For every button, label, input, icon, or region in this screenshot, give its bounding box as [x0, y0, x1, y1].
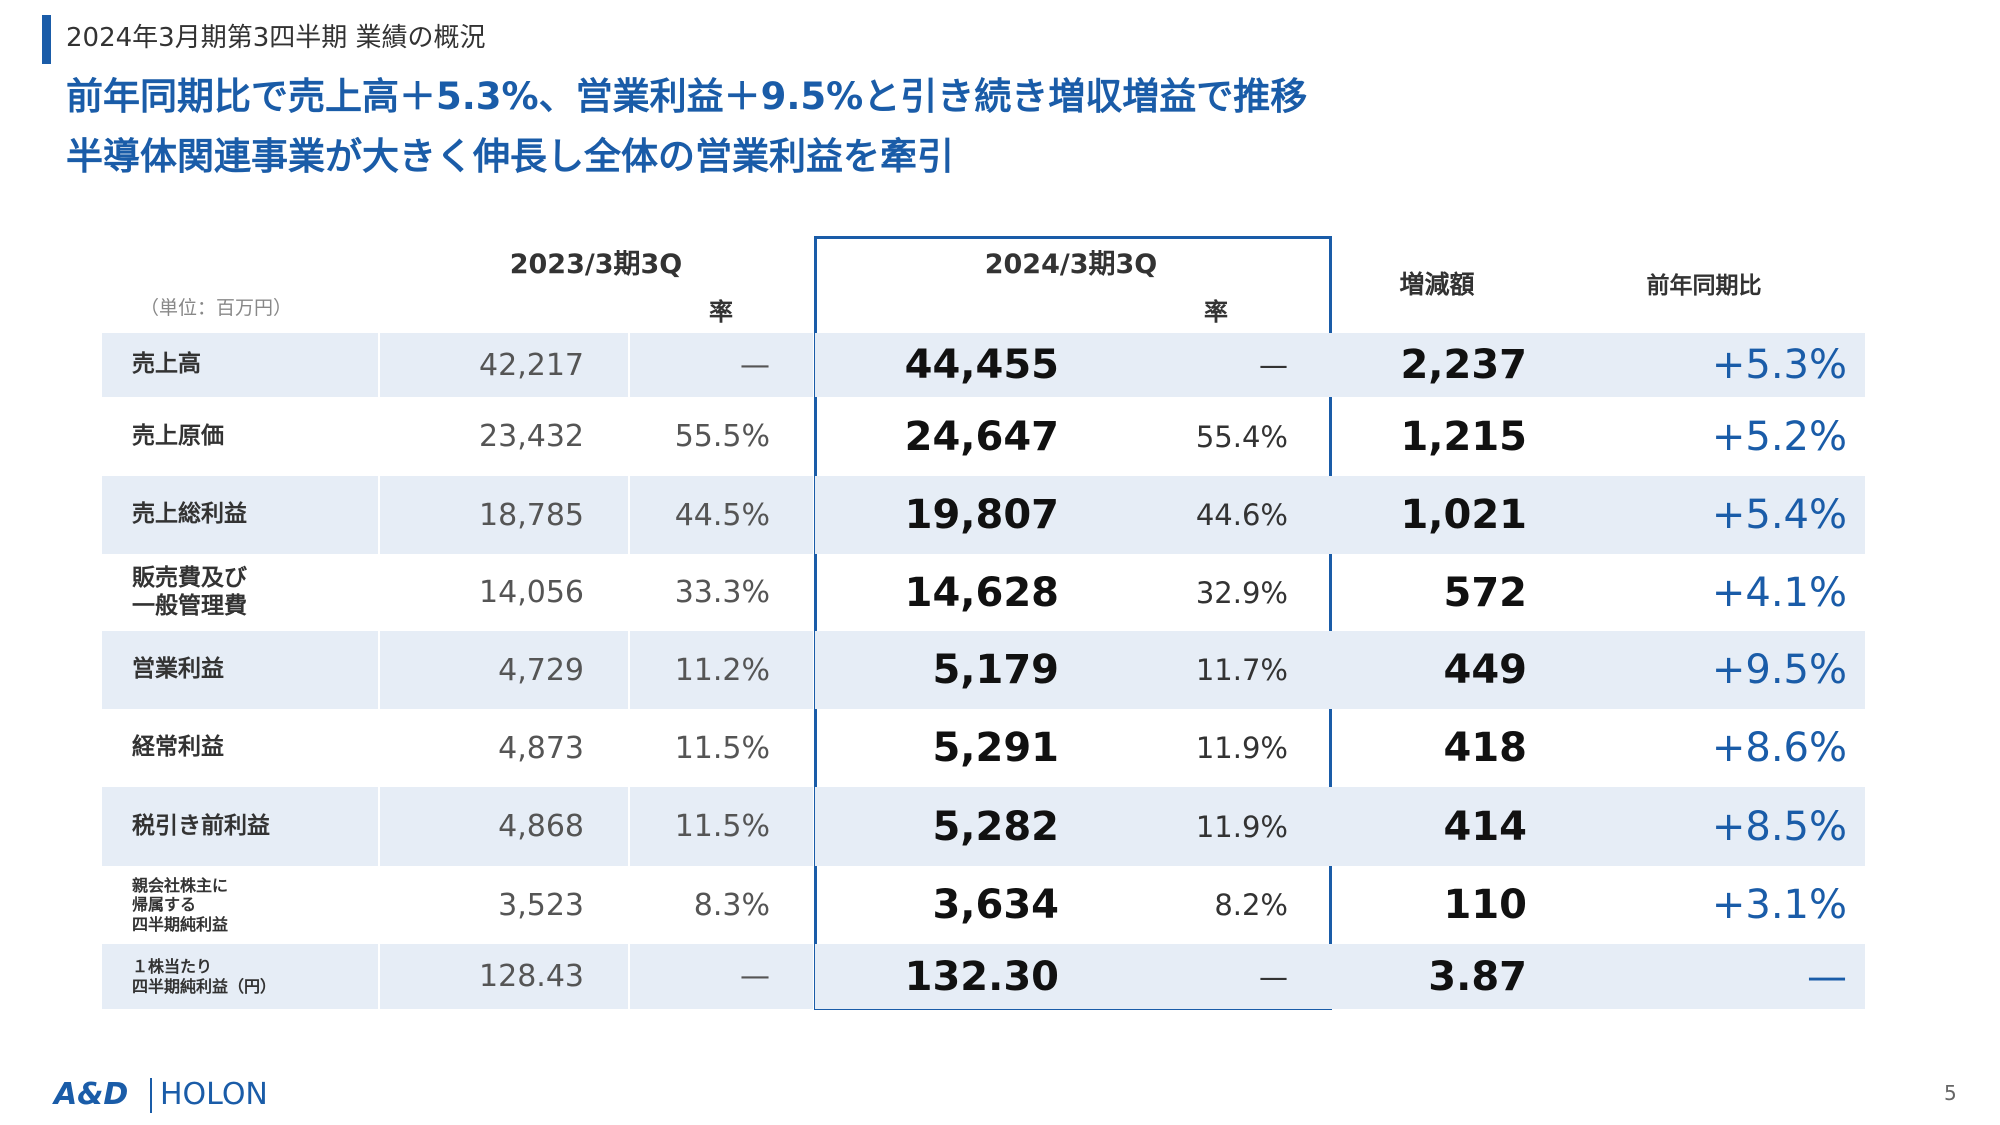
cell-value: 11.5% — [674, 809, 770, 844]
row-label: １株当たり 四半期純利益（円） — [132, 957, 277, 996]
cell-value: 23,432 — [479, 419, 584, 454]
row-shade — [815, 476, 1865, 554]
row-shade — [380, 787, 628, 866]
cell-value: 3.87 — [1428, 953, 1527, 1000]
cell-value: 24,647 — [904, 413, 1059, 460]
row-shade — [815, 944, 1865, 1009]
logo: A&D — [54, 1077, 129, 1112]
row-label: 経常利益 — [132, 734, 224, 761]
header-bar — [42, 15, 51, 64]
cell-value: +8.6% — [1711, 725, 1847, 771]
header-title: 2024年3月期第3四半期 業績の概況 — [66, 23, 486, 53]
cell-value: +3.1% — [1711, 882, 1847, 928]
cell-value: 132.30 — [904, 953, 1059, 1000]
cell-value: 110 — [1443, 882, 1528, 928]
row-shade — [630, 476, 813, 554]
cell-value: — — [740, 959, 770, 994]
cell-value: 2,237 — [1400, 342, 1527, 388]
cell-value: 128.43 — [479, 959, 584, 994]
cell-value: — — [1259, 348, 1288, 382]
cell-value: 4,868 — [498, 809, 584, 844]
row-shade — [630, 631, 813, 709]
cell-value: 3,523 — [498, 887, 584, 923]
cell-value: 11.5% — [674, 730, 770, 766]
row-label: 売上総利益 — [132, 501, 247, 528]
cell-value: 1,215 — [1400, 413, 1527, 460]
cell-value: +4.1% — [1711, 569, 1847, 616]
column-header: 前年同期比 — [1646, 273, 1762, 299]
cell-value: 5,179 — [932, 647, 1059, 693]
row-shade — [380, 476, 628, 554]
row-shade — [630, 333, 813, 397]
cell-value: 572 — [1443, 569, 1528, 616]
row-label: 税引き前利益 — [132, 812, 270, 839]
row-shade — [102, 787, 378, 866]
cell-value: +5.2% — [1711, 413, 1847, 460]
row-label: 売上原価 — [132, 422, 224, 449]
cell-value: 44.5% — [674, 497, 770, 533]
cell-value: 11.9% — [1195, 809, 1288, 844]
cell-value: 14,056 — [479, 575, 584, 610]
cell-value: 44,455 — [904, 342, 1059, 388]
row-shade — [380, 631, 628, 709]
column-header: 2023/3期3Q — [509, 248, 683, 280]
cell-value: 14,628 — [904, 569, 1059, 616]
cell-value: +5.3% — [1711, 342, 1847, 388]
cell-value: +8.5% — [1711, 803, 1847, 850]
cell-value: — — [740, 347, 770, 383]
headline: 半導体関連事業が大きく伸長し全体の営業利益を牽引 — [66, 135, 954, 178]
cell-value: 8.2% — [1214, 888, 1288, 922]
cell-value: — — [1259, 959, 1288, 994]
row-shade — [380, 333, 628, 397]
cell-value: — — [1807, 953, 1847, 1000]
row-label: 親会社株主に 帰属する 四半期純利益 — [132, 876, 229, 934]
column-header: 増減額 — [1399, 270, 1475, 299]
cell-value: +9.5% — [1711, 647, 1847, 693]
cell-value: 414 — [1443, 803, 1528, 850]
cell-value: 4,729 — [498, 652, 584, 688]
cell-value: 11.2% — [674, 652, 770, 688]
row-label: 販売費及び 一般管理費 — [132, 564, 247, 619]
cell-value: 418 — [1443, 725, 1528, 771]
cell-value: 449 — [1443, 647, 1528, 693]
logo: HOLON — [150, 1077, 268, 1113]
column-header: 率 — [1204, 297, 1228, 326]
row-shade — [102, 631, 378, 709]
row-shade — [380, 944, 628, 1009]
headline: 前年同期比で売上高＋5.3%、営業利益＋9.5%と引き続き増収増益で推移 — [66, 75, 1308, 118]
cell-value: 32.9% — [1195, 575, 1288, 610]
row-shade — [815, 787, 1865, 866]
cell-value: 3,634 — [932, 882, 1059, 928]
row-shade — [630, 787, 813, 866]
row-shade — [815, 631, 1865, 709]
page-number: 5 — [1944, 1081, 1957, 1105]
cell-value: 5,291 — [932, 725, 1059, 771]
column-header: 2024/3期3Q — [984, 248, 1158, 280]
cell-value: 33.3% — [674, 575, 770, 610]
cell-value: 55.5% — [674, 419, 770, 454]
cell-value: 11.9% — [1195, 731, 1288, 765]
cell-value: 4,873 — [498, 730, 584, 766]
row-shade — [815, 333, 1865, 397]
cell-value: 18,785 — [479, 497, 584, 533]
cell-value: 19,807 — [904, 492, 1059, 538]
cell-value: 1,021 — [1400, 492, 1527, 538]
column-header: 率 — [709, 297, 733, 326]
cell-value: 11.7% — [1195, 653, 1288, 687]
cell-value: +5.4% — [1711, 492, 1847, 538]
unit-note: （単位：百万円） — [140, 297, 293, 319]
row-shade — [102, 333, 378, 397]
row-label: 売上高 — [132, 351, 201, 378]
cell-value: 44.6% — [1195, 498, 1288, 532]
row-shade — [102, 944, 378, 1009]
cell-value: 5,282 — [932, 803, 1059, 850]
row-shade — [630, 944, 813, 1009]
row-label: 営業利益 — [132, 656, 224, 683]
cell-value: 42,217 — [479, 347, 584, 383]
cell-value: 8.3% — [693, 887, 770, 923]
cell-value: 55.4% — [1195, 419, 1288, 454]
row-shade — [102, 476, 378, 554]
